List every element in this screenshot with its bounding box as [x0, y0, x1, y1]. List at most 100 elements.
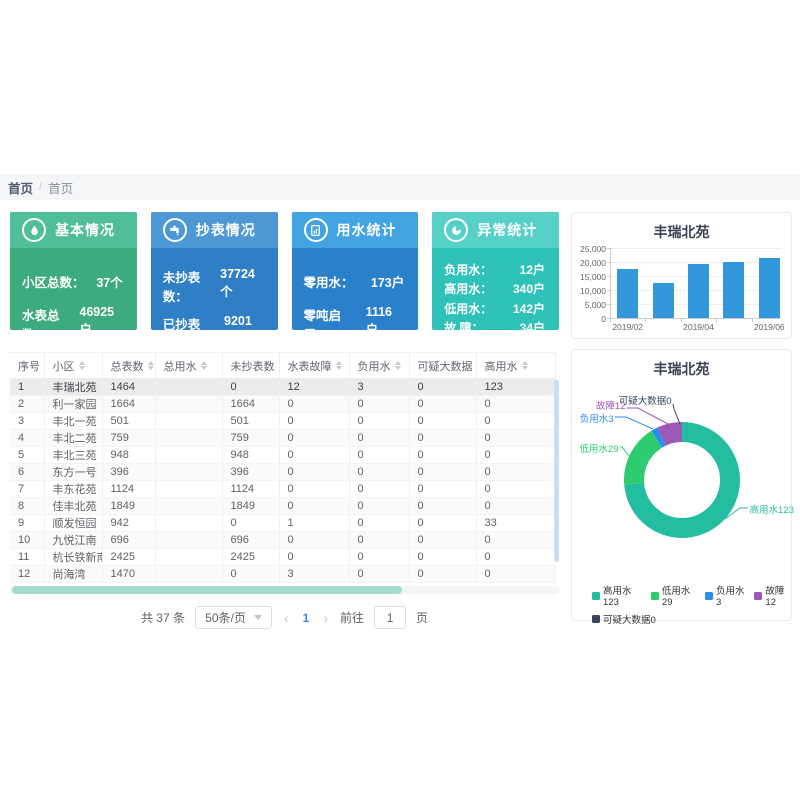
column-header[interactable]: 负用水 — [349, 352, 410, 379]
sort-carets-icon[interactable] — [521, 361, 528, 370]
community-table: 序号 小区 总表数 总用水 未抄表数 水表故障 负用水 可疑大数据 高用水 1 丰瑞北苑 1464 0… — [10, 352, 559, 583]
table-row[interactable]: 8 佳丰北苑 1849 1849 0 0 0 0 — [10, 497, 556, 515]
page-size-select[interactable]: 50条/页 — [194, 606, 272, 629]
stat-label: 零用水： — [303, 276, 354, 290]
stat-row: 水表总数： 46925户 — [22, 305, 123, 330]
table-row[interactable]: 3 丰北一苑 501 501 0 0 0 0 — [10, 412, 556, 430]
column-header[interactable]: 未抄表数 — [222, 352, 280, 379]
main-content: 基本情况 小区总数： 37个 水表总数： 46925户 — [0, 200, 800, 629]
stat-row: 已抄表数： 9201个 — [163, 314, 264, 330]
table-row[interactable]: 9 顺发恒园 942 0 1 0 0 33 — [10, 514, 556, 532]
stat-label: 已抄表数： — [162, 318, 201, 330]
table-row[interactable]: 4 丰北二苑 759 759 0 0 0 0 — [10, 429, 556, 447]
pie-chart-icon — [444, 218, 469, 242]
sort-carets-icon[interactable] — [394, 361, 401, 370]
next-page-icon[interactable]: › — [323, 609, 329, 626]
top-empty-area — [0, 0, 800, 174]
table-row[interactable]: 1 丰瑞北苑 1464 0 12 3 0 123 — [10, 378, 556, 396]
bar-chart-title: 丰瑞北苑 — [653, 224, 710, 240]
table-row[interactable]: 6 东方一号 396 396 0 0 0 0 — [10, 463, 556, 481]
sort-carets-icon[interactable] — [335, 361, 342, 370]
bar-2019/02 — [617, 269, 639, 318]
card-title: 抄表情况 — [195, 222, 256, 238]
stat-label: 故 障： — [444, 321, 484, 330]
stat-value: 34户 — [519, 321, 545, 330]
stat-row: 未抄表数： 37724个 — [163, 267, 264, 305]
table-row[interactable]: 7 丰东花苑 1124 1124 0 0 0 0 — [10, 480, 556, 498]
stat-value: 142户 — [512, 301, 545, 316]
card-anomaly-stats: 异常统计 负用水： 12户 高用水： 340户 低用水： — [432, 212, 559, 330]
legend-swatch-icon — [754, 591, 763, 600]
stat-row: 负用水： 12户 — [444, 261, 545, 278]
column-header[interactable]: 可疑大数据 — [409, 352, 477, 379]
donut-chart: 可疑大数据0 故障12 负用水3 低用水29 高用水123 — [579, 383, 794, 579]
card-body: 负用水： 12户 高用水： 340户 低用水： 142户 故 障： — [432, 248, 559, 331]
stat-row: 高用水： 340户 — [444, 280, 545, 297]
bar-chart: 25,000 20,000 15,000 10,000 5,000 0 2019/02 201… — [580, 243, 785, 333]
column-header[interactable]: 总用水 — [155, 352, 223, 379]
table-body: 1 丰瑞北苑 1464 0 12 3 0 123 2 利一家园 1664 1664 0 0 0 0 3 丰北一苑 5… — [10, 378, 556, 583]
goto-label: 前往 — [340, 611, 365, 625]
bar-2019/04 — [688, 264, 709, 318]
table-row[interactable]: 5 丰北三苑 948 948 0 0 0 0 — [10, 446, 556, 464]
card-title: 基本情况 — [55, 222, 115, 238]
donut-chart-panel: 丰瑞北苑 可疑大数据0 故障12 负用水3 低用水29 高用水123 — [571, 349, 794, 626]
chart-doc-icon — [303, 218, 328, 242]
legend-item[interactable]: 负用水3 — [705, 583, 745, 608]
horizontal-scrollbar-thumb[interactable] — [12, 586, 402, 594]
water-drop-icon — [22, 218, 46, 242]
donut-label-suspect: 可疑大数据0 — [618, 396, 672, 407]
right-column: 丰瑞北苑 25,000 20,000 15,000 10,000 5,000 0 2019/… — [571, 212, 794, 629]
legend-item[interactable]: 故障12 — [754, 583, 791, 608]
donut-chart-title: 丰瑞北苑 — [653, 361, 710, 377]
donut-label-negative: 负用水3 — [579, 414, 614, 425]
column-header[interactable]: 总表数 — [102, 352, 156, 379]
pagination-total: 共 37 条 — [140, 611, 185, 625]
table-row[interactable]: 10 九悦江南 696 696 0 0 0 0 — [10, 531, 556, 549]
page-suffix-label: 页 — [416, 611, 429, 625]
donut-rings — [614, 403, 748, 538]
column-header[interactable]: 水表故障 — [279, 352, 350, 379]
column-header: 序号 — [10, 352, 45, 379]
legend-item[interactable]: 低用水29 — [650, 583, 696, 608]
sort-carets-icon[interactable] — [147, 361, 154, 370]
stat-label: 零吨启用： — [303, 309, 342, 330]
stat-label: 负用水： — [444, 262, 493, 277]
legend-item[interactable]: 高用水123 — [592, 583, 642, 608]
stat-value: 340户 — [512, 282, 545, 296]
bar-2019/03 — [652, 283, 674, 318]
stat-row: 故 障： 34户 — [444, 319, 545, 330]
bar-2019/06 — [758, 258, 780, 318]
donut-label-low: 低用水29 — [579, 444, 619, 455]
stat-value: 37个 — [96, 276, 123, 290]
stat-value: 46925户 — [79, 305, 115, 330]
table-row[interactable]: 12 尚海湾 1470 0 3 0 0 0 — [10, 565, 556, 583]
stat-label: 水表总数： — [22, 309, 60, 330]
column-header[interactable]: 高用水 — [476, 352, 556, 379]
stat-value: 37724个 — [220, 267, 255, 299]
column-header[interactable]: 小区 — [44, 352, 103, 379]
card-meter-reading: 抄表情况 未抄表数： 37724个 已抄表数： 9201个 抄表率： — [150, 212, 278, 330]
left-column: 基本情况 小区总数： 37个 水表总数： 46925户 — [10, 212, 559, 629]
stat-label: 小区总数： — [22, 276, 85, 290]
legend-item[interactable]: 可疑大数据0 — [592, 612, 656, 626]
card-anomaly-stats-header: 异常统计 — [432, 212, 559, 248]
sort-carets-icon[interactable] — [78, 361, 85, 370]
sort-carets-icon[interactable] — [200, 361, 207, 370]
stat-cards-row: 基本情况 小区总数： 37个 水表总数： 46925户 — [10, 212, 559, 330]
goto-page-input[interactable] — [374, 606, 407, 629]
card-water-usage: 用水统计 零用水： 173户 零吨启用： 1116户 — [291, 212, 419, 330]
stat-value: 12户 — [519, 262, 545, 277]
table-row[interactable]: 2 利一家园 1664 1664 0 0 0 0 — [10, 395, 556, 413]
vertical-scrollbar-thumb[interactable] — [554, 380, 559, 562]
prev-page-icon[interactable]: ‹ — [283, 609, 289, 626]
card-title: 用水统计 — [336, 222, 397, 238]
stat-row: 零用水： 173户 — [304, 272, 405, 291]
horizontal-scrollbar-track[interactable] — [10, 586, 559, 594]
bar-chart-panel: 丰瑞北苑 25,000 20,000 15,000 10,000 5,000 0 2019/… — [571, 212, 792, 339]
legend-swatch-icon — [705, 591, 714, 600]
current-page-number[interactable]: 1 — [302, 610, 310, 625]
breadcrumb-home-link[interactable]: 首页 — [8, 181, 34, 196]
page-size-value: 50条/页 — [205, 611, 246, 625]
